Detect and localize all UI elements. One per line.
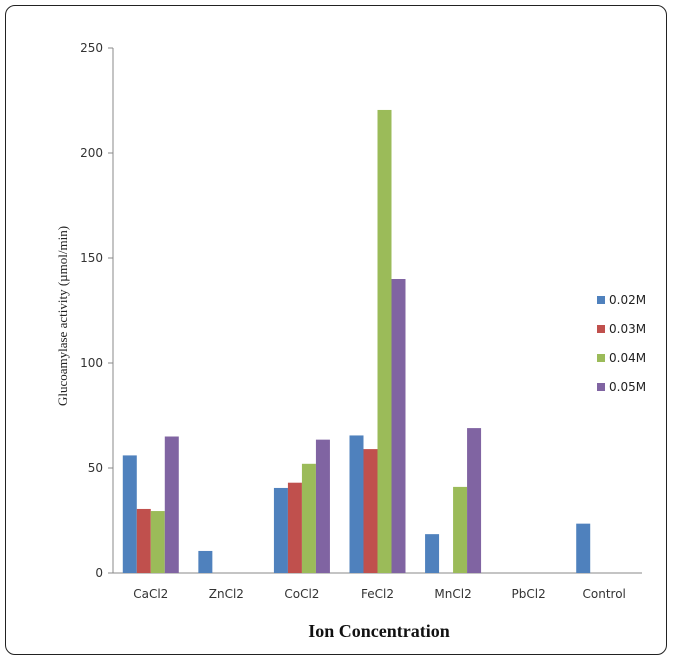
- y-axis: 0 50 100 150 200 250: [80, 41, 114, 580]
- x-tick-label: Control: [583, 587, 626, 601]
- bar: [467, 428, 482, 573]
- x-tick-label: PbCl2: [512, 587, 546, 601]
- y-tick-label: 100: [80, 356, 103, 370]
- x-axis: CaCl2 ZnCl2 CoCl2 FeCl2 MnCl2 PbCl2 Control: [113, 572, 642, 601]
- legend-swatch: [597, 325, 605, 333]
- legend-label: 0.03M: [609, 322, 646, 336]
- legend-label: 0.05M: [609, 380, 646, 394]
- x-tick-label: ZnCl2: [209, 587, 244, 601]
- x-tick-label: MnCl2: [434, 587, 471, 601]
- bar: [391, 279, 406, 573]
- legend: 0.02M 0.03M 0.04M 0.05M: [597, 293, 646, 394]
- bar: [150, 511, 165, 573]
- y-tick-label: 250: [80, 41, 103, 55]
- bar: [136, 508, 151, 573]
- bar: [349, 435, 364, 573]
- bars: [122, 109, 591, 573]
- legend-label: 0.04M: [609, 351, 646, 365]
- bar: [363, 449, 378, 573]
- bar: [301, 463, 316, 573]
- y-tick-label: 50: [88, 461, 103, 475]
- bar-chart: 0 50 100 150 200 250 CaCl2 ZnCl2 CoCl2 FeCl2 MnCl…: [55, 41, 646, 641]
- legend-swatch: [597, 296, 605, 304]
- bar: [425, 534, 440, 573]
- y-tick-label: 150: [80, 251, 103, 265]
- bar: [315, 439, 330, 573]
- bar: [164, 436, 179, 573]
- legend-swatch: [597, 354, 605, 362]
- bar: [576, 523, 591, 573]
- x-axis-label: Ion Concentration: [308, 621, 450, 641]
- bar: [453, 486, 468, 573]
- bar: [377, 109, 392, 573]
- x-tick-label: CoCl2: [284, 587, 319, 601]
- legend-label: 0.02M: [609, 293, 646, 307]
- bar: [287, 482, 302, 573]
- x-tick-label: FeCl2: [361, 587, 394, 601]
- bar: [273, 487, 288, 573]
- bar: [198, 550, 213, 573]
- x-tick-label: CaCl2: [133, 587, 168, 601]
- y-tick-label: 0: [95, 566, 103, 580]
- y-tick-label: 200: [80, 146, 103, 160]
- legend-swatch: [597, 383, 605, 391]
- y-axis-label: Glucoamylase activity (µmol/min): [55, 226, 70, 406]
- bar: [122, 455, 137, 573]
